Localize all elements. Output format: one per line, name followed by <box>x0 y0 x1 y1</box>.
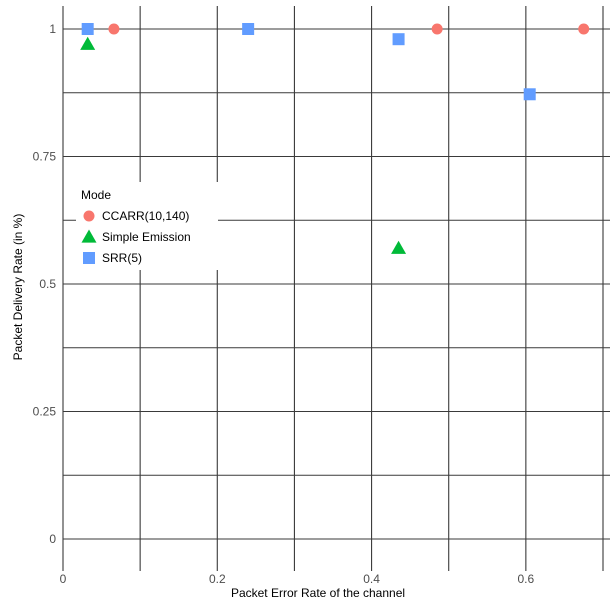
data-points <box>80 23 590 254</box>
data-point-square <box>523 88 536 101</box>
x-tick-label: 0.2 <box>209 572 226 586</box>
legend: Mode CCARR(10,140) Simple Emission SRR(5) <box>76 182 218 270</box>
grid <box>62 6 610 571</box>
legend-label: CCARR(10,140) <box>102 209 189 223</box>
data-point-circle <box>431 23 443 35</box>
y-axis-title: Packet Delivery Rate (in %) <box>11 214 25 361</box>
legend-key-square <box>83 252 95 264</box>
y-tick-label: 0.5 <box>39 277 56 291</box>
x-tick-label: 0 <box>60 572 67 586</box>
legend-title: Mode <box>81 188 111 202</box>
legend-label: Simple Emission <box>102 230 191 244</box>
y-tick-label: 0.25 <box>33 405 57 419</box>
x-tick-label: 0.4 <box>363 572 380 586</box>
data-point-triangle <box>80 36 96 50</box>
x-tick-label: 0.6 <box>518 572 535 586</box>
y-tick-label: 1 <box>49 22 56 36</box>
data-point-square <box>81 23 94 35</box>
y-tick-label: 0.75 <box>33 150 57 164</box>
data-point-circle <box>108 23 120 35</box>
data-point-square <box>242 23 255 35</box>
y-tick-label: 0 <box>49 532 56 546</box>
legend-key-circle <box>83 210 95 222</box>
data-point-triangle <box>391 240 407 254</box>
y-axis: 0 0.25 0.5 0.75 1 <box>33 22 57 546</box>
data-point-square <box>392 33 405 46</box>
legend-label: SRR(5) <box>102 251 142 265</box>
x-axis-title: Packet Error Rate of the channel <box>231 586 405 600</box>
x-axis: 0 0.2 0.4 0.6 <box>60 572 535 586</box>
legend-key-triangle <box>81 229 97 243</box>
legend-background <box>76 182 218 270</box>
data-point-circle <box>578 23 590 35</box>
